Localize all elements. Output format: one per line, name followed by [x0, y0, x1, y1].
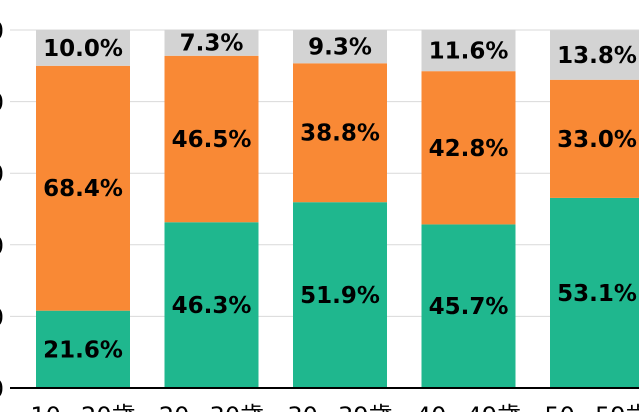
bar-segment-orange	[421, 71, 516, 225]
bar-segment-gray	[164, 29, 259, 56]
y-tick-label: 20	[0, 303, 4, 331]
y-tick-label: 100	[0, 17, 4, 45]
data-label: 53.1%	[557, 281, 637, 307]
y-tick-label: 80	[0, 89, 4, 117]
bar-segment-green	[36, 310, 130, 388]
data-label: 68.4%	[43, 176, 123, 202]
data-label: 46.5%	[172, 127, 252, 153]
x-tick-label: 50~59歳	[544, 402, 639, 412]
bar-segment-orange	[293, 63, 387, 203]
bar-segment-gray	[421, 29, 516, 72]
data-label: 46.3%	[172, 293, 252, 319]
data-label: 51.9%	[300, 283, 380, 309]
data-label: 42.8%	[429, 136, 509, 162]
bar-segment-orange	[164, 55, 259, 223]
bar-segment-green	[293, 202, 387, 388]
bar-segment-gray	[550, 30, 639, 80]
bar-segment-gray	[293, 30, 387, 64]
x-tick-label: 30~39歳	[287, 402, 392, 412]
bar-segment-green	[421, 224, 516, 388]
data-label: 7.3%	[180, 31, 244, 57]
data-label: 10.0%	[43, 36, 123, 62]
bar-segment-green	[164, 222, 259, 388]
y-tick-label: 60	[0, 160, 4, 188]
x-tick-label: 10~20歳	[30, 402, 135, 412]
y-tick-label: 0	[0, 375, 4, 403]
x-tick-label: 20~30歳	[159, 402, 264, 412]
x-tick-label: 40~49歳	[416, 402, 521, 412]
data-label: 11.6%	[429, 38, 509, 64]
data-label: 9.3%	[308, 35, 372, 61]
bar-segment-gray	[36, 30, 130, 66]
data-label: 13.8%	[557, 43, 637, 69]
bar-segment-orange	[550, 79, 639, 198]
data-label: 33.0%	[557, 127, 637, 153]
data-label: 21.6%	[43, 337, 123, 363]
bar-segment-orange	[36, 65, 130, 311]
data-label: 38.8%	[300, 121, 380, 147]
data-label: 45.7%	[429, 294, 509, 320]
bar-segment-green	[550, 197, 639, 388]
y-tick-label: 40	[0, 232, 4, 260]
